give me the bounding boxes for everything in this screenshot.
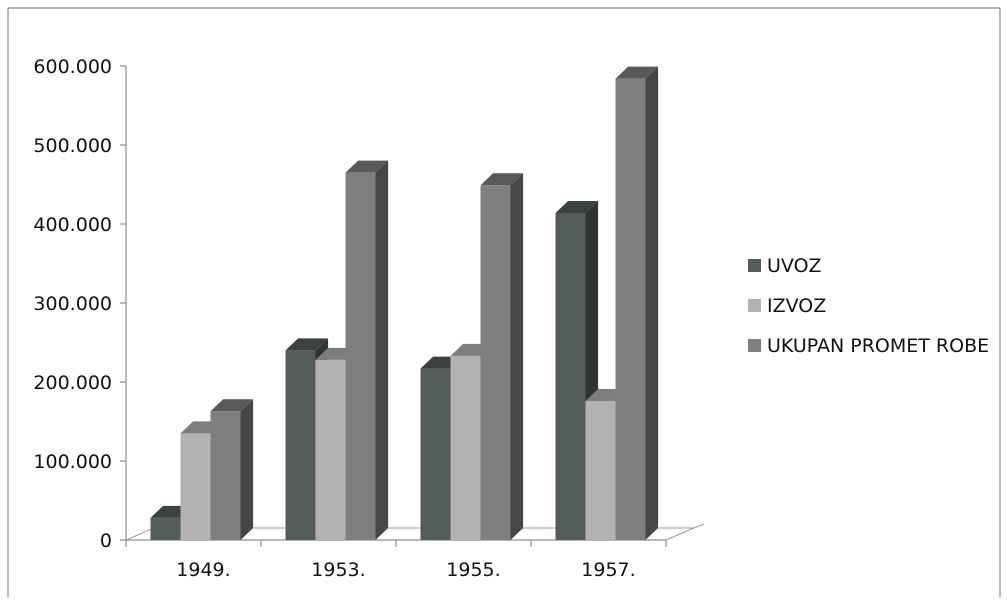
y-tick-label: 200.000 <box>33 372 112 394</box>
bar-front <box>210 411 241 540</box>
x-tick-label: 1957. <box>581 559 635 581</box>
bar <box>480 173 524 541</box>
bar-side <box>645 66 659 540</box>
legend-label: UVOZ <box>767 255 822 277</box>
bar <box>615 66 659 540</box>
bar-top <box>555 200 599 213</box>
bar <box>345 160 389 540</box>
bar-front <box>180 433 211 540</box>
x-axis: 1949. 1953. 1955. 1957. <box>125 539 667 581</box>
x-tick-label: 1949. <box>176 559 230 581</box>
floor-edge <box>693 523 705 529</box>
legend-swatch <box>748 259 761 272</box>
legend-item: UKUPAN PROMET ROBE <box>748 335 989 357</box>
bar-side <box>510 173 524 541</box>
legend-label: IZVOZ <box>767 295 826 317</box>
y-tick-label: 300.000 <box>33 293 112 315</box>
x-tick-label: 1955. <box>446 559 500 581</box>
bar-side <box>375 160 389 540</box>
bar-front <box>480 185 511 541</box>
bar-front <box>615 78 646 540</box>
chart-border <box>7 7 1001 597</box>
legend-swatch <box>748 339 761 352</box>
bar-side <box>240 399 254 540</box>
legend-item: UVOZ <box>748 255 822 277</box>
y-tick-label: 0 <box>100 530 112 552</box>
y-tick-label: 600.000 <box>33 56 112 78</box>
y-tick-label: 100.000 <box>33 451 112 473</box>
legend-item: IZVOZ <box>748 295 826 317</box>
legend-swatch <box>748 299 761 312</box>
bar-front <box>585 400 616 540</box>
y-tick-label: 400.000 <box>33 214 112 236</box>
legend: UVOZ IZVOZ UKUPAN PROMET ROBE <box>748 255 989 357</box>
bar-top <box>480 173 524 186</box>
bar-top <box>285 338 329 351</box>
y-tick-label: 500.000 <box>33 135 112 157</box>
bar <box>210 399 254 540</box>
legend-label: UKUPAN PROMET ROBE <box>767 335 989 357</box>
bar-front <box>345 172 376 540</box>
bar-front <box>555 212 586 540</box>
bar-front <box>285 350 316 540</box>
bar-front <box>450 355 481 540</box>
bar-front <box>315 359 346 540</box>
bar-top <box>210 399 254 412</box>
bar-top <box>345 160 389 173</box>
bars <box>150 66 659 541</box>
y-axis: 0 100.000 200.000 300.000 400.000 500.000 600.… <box>33 56 127 552</box>
bar-front <box>150 517 181 540</box>
bar-top <box>615 66 659 79</box>
bar-front <box>420 368 451 540</box>
x-tick-label: 1953. <box>311 559 365 581</box>
